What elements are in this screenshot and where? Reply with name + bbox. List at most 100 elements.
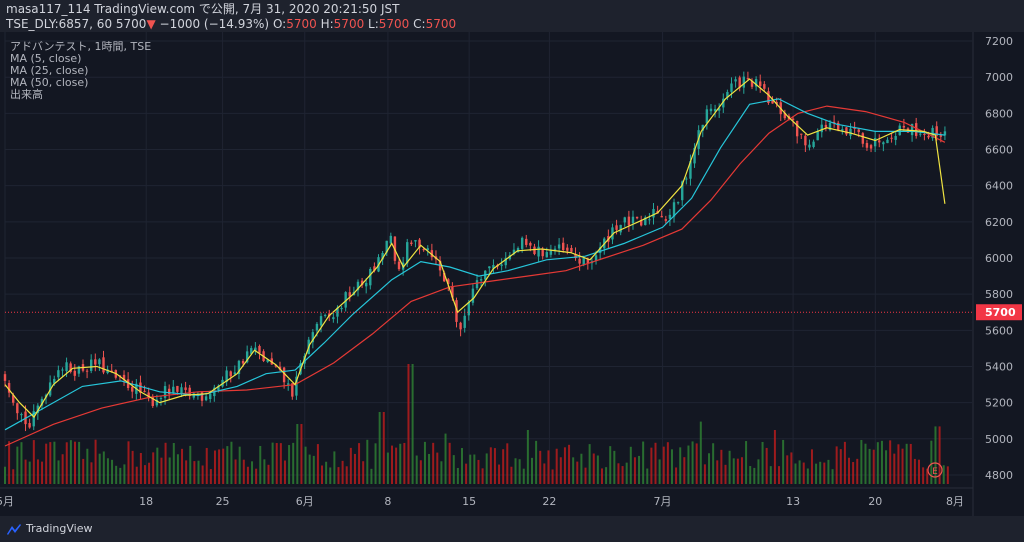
low-label: L: [368, 17, 379, 31]
volume-bar [605, 467, 608, 484]
volume-bar [815, 463, 818, 484]
volume-bar [419, 460, 422, 484]
candle-body [155, 399, 159, 406]
volume-bar [288, 445, 291, 484]
candle-body [919, 133, 922, 135]
volume-bar [370, 468, 373, 484]
volume-bar [61, 454, 64, 484]
candle-body [426, 248, 429, 251]
y-tick-label: 5400 [985, 360, 1013, 373]
volume-bar [382, 412, 385, 484]
earnings-marker-icon [927, 462, 943, 478]
candle-body [816, 131, 819, 141]
volume-bar [78, 441, 81, 484]
volume-bar [530, 457, 533, 484]
close-value: 5700 [425, 17, 457, 31]
volume-bar [386, 452, 389, 484]
volume-bar [251, 461, 254, 484]
volume-bar [650, 447, 653, 484]
candle-body [32, 411, 35, 427]
volume-bar [407, 364, 410, 484]
volume-bar [683, 457, 686, 484]
x-tick-label: 25 [216, 495, 230, 508]
candle-body [319, 316, 323, 326]
candle-body [323, 314, 327, 316]
candle-body [500, 264, 503, 266]
y-tick-label: 5600 [985, 324, 1013, 337]
volume-bar [246, 466, 249, 484]
volume-bar [559, 457, 562, 484]
earnings-marker-letter: E [932, 467, 938, 477]
candle-body [709, 108, 713, 112]
x-tick-label: 13 [786, 495, 800, 508]
volume-bar [691, 441, 694, 484]
volume-bar [197, 460, 200, 484]
volume-bar [786, 455, 789, 484]
volume-bar [321, 465, 324, 484]
candle-body [713, 109, 717, 112]
volume-bar [802, 462, 805, 484]
candle-body [479, 279, 483, 281]
volume-bar [152, 452, 155, 484]
volume-bar [242, 459, 245, 484]
volume-bar [300, 424, 303, 484]
price-chart[interactable]: 4800 5000 5200 5400 5600 5800 6000 6200 6400 6600… [0, 32, 1024, 516]
volume-bar [909, 443, 912, 484]
volume-bar [539, 450, 542, 484]
volume-bar [469, 454, 472, 484]
volume-bar [399, 443, 402, 484]
candle-body [808, 144, 811, 148]
candle-body [894, 136, 897, 140]
x-tick-label: 8 [384, 495, 391, 508]
volume-bar [926, 468, 929, 484]
candle-body [233, 372, 237, 375]
candle-body [574, 254, 577, 259]
volume-bar [835, 446, 838, 484]
candle-body [459, 322, 462, 330]
candle-body [598, 247, 602, 253]
y-tick-label: 5800 [985, 288, 1013, 301]
candle-body [639, 220, 643, 226]
candle-body [824, 124, 828, 128]
candle-body [336, 307, 339, 317]
volume-bar [609, 446, 612, 484]
candle-body [594, 255, 598, 261]
volume-bar [584, 467, 587, 484]
volume-bar [819, 461, 822, 484]
volume-bar [642, 441, 645, 484]
volume-bar [551, 469, 554, 484]
volume-bar [263, 459, 266, 484]
volume-bar [325, 461, 328, 484]
candle-body [397, 261, 401, 270]
volume-bar [230, 441, 233, 484]
legend-item: アドバンテスト, 1時間, TSE [10, 40, 151, 53]
candle-body [200, 392, 204, 401]
volume-bar [736, 458, 739, 484]
candle-body [742, 76, 746, 88]
candle-body [533, 246, 536, 255]
open-label: O: [272, 17, 287, 31]
volume-bar [757, 459, 760, 484]
volume-bar [506, 443, 509, 484]
price-change: −1000 (−14.93%) [159, 17, 270, 31]
candle-body [664, 219, 668, 221]
candle-body [225, 370, 228, 382]
volume-bar [473, 454, 476, 484]
candle-body [455, 300, 458, 322]
candle-body [759, 81, 762, 87]
candle-body [812, 141, 815, 147]
candle-body [237, 360, 241, 374]
candle-body [882, 142, 885, 145]
volume-bar [625, 462, 628, 484]
volume-bar [576, 461, 579, 484]
y-tick-label: 4800 [985, 469, 1013, 482]
volume-bar [687, 445, 690, 484]
candle-body [492, 265, 495, 269]
candle-body [229, 371, 232, 377]
volume-bar [493, 448, 496, 484]
x-tick-label: 20 [868, 495, 882, 508]
volume-bar [69, 440, 72, 484]
candle-body [159, 398, 163, 400]
y-tick-label: 7200 [985, 35, 1013, 48]
